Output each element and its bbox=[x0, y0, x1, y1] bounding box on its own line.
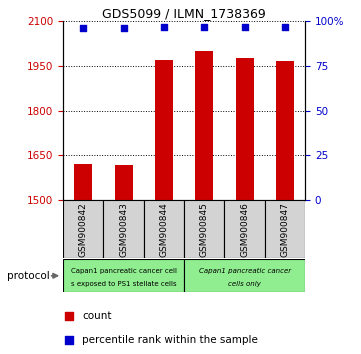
Bar bbox=[184, 200, 225, 258]
Point bbox=[81, 25, 86, 31]
Text: GSM900844: GSM900844 bbox=[160, 202, 169, 257]
Text: GSM900846: GSM900846 bbox=[240, 202, 249, 257]
Point bbox=[121, 25, 126, 31]
Text: GSM900845: GSM900845 bbox=[200, 202, 209, 257]
Text: cells only: cells only bbox=[228, 281, 261, 287]
Bar bbox=[195, 51, 213, 200]
Point bbox=[201, 24, 207, 29]
Point bbox=[282, 24, 288, 29]
Text: Capan1 pancreatic cancer cell: Capan1 pancreatic cancer cell bbox=[71, 268, 177, 274]
Bar bbox=[63, 200, 104, 258]
Bar bbox=[276, 61, 294, 200]
Bar bbox=[235, 58, 254, 200]
Bar bbox=[63, 259, 184, 292]
Text: GSM900842: GSM900842 bbox=[79, 202, 88, 257]
Text: s exposed to PS1 stellate cells: s exposed to PS1 stellate cells bbox=[71, 281, 177, 287]
Point bbox=[66, 314, 72, 319]
Point bbox=[66, 337, 72, 343]
Bar bbox=[184, 259, 305, 292]
Text: protocol: protocol bbox=[7, 271, 50, 281]
Point bbox=[242, 24, 248, 29]
Title: GDS5099 / ILMN_1738369: GDS5099 / ILMN_1738369 bbox=[102, 7, 266, 20]
Bar bbox=[104, 200, 144, 258]
Bar bbox=[265, 200, 305, 258]
Text: Capan1 pancreatic cancer: Capan1 pancreatic cancer bbox=[199, 268, 291, 274]
Text: count: count bbox=[82, 312, 112, 321]
Text: GSM900843: GSM900843 bbox=[119, 202, 128, 257]
Text: GSM900847: GSM900847 bbox=[280, 202, 290, 257]
Bar bbox=[114, 165, 133, 200]
Text: percentile rank within the sample: percentile rank within the sample bbox=[82, 335, 258, 345]
Bar bbox=[74, 164, 92, 200]
Point bbox=[161, 24, 167, 29]
Bar bbox=[155, 60, 173, 200]
Bar bbox=[225, 200, 265, 258]
Bar bbox=[144, 200, 184, 258]
